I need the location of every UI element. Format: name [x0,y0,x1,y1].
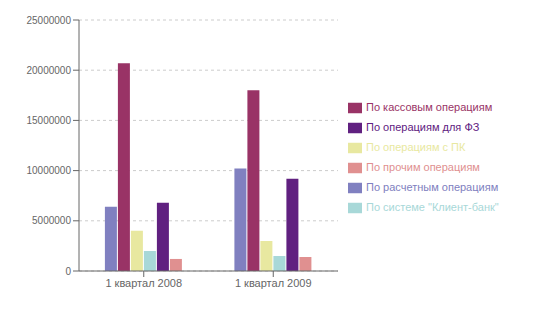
svg-text:25000000: 25000000 [27,15,72,26]
svg-text:15000000: 15000000 [27,115,72,126]
svg-text:0: 0 [65,266,71,277]
svg-text:10000000: 10000000 [27,165,72,176]
svg-text:1 квартал 2008: 1 квартал 2008 [105,277,182,289]
html-text:По кассовым операциям: По кассовым операциям [366,101,493,113]
html-text:По прочим операциям: По прочим операциям [366,161,480,173]
html-text:По системе "Клиент-банк": По системе "Клиент-банк" [366,201,499,213]
html-text:По операциям с ПК: По операциям с ПК [366,141,466,153]
html-text:По операциям для ФЗ: По операциям для ФЗ [366,121,480,133]
svg-text:5000000: 5000000 [32,215,71,226]
svg-text:20000000: 20000000 [27,65,72,76]
html-text:По расчетным операциям: По расчетным операциям [366,181,499,193]
svg-text:1 квартал 2009: 1 квартал 2009 [235,277,312,289]
